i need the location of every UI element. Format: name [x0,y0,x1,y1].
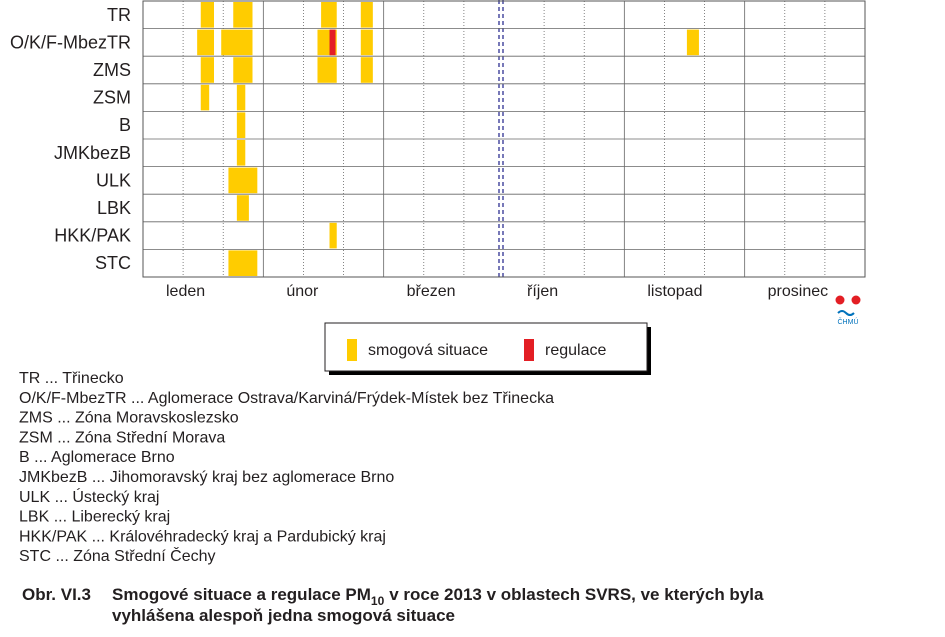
row-label: STC [95,253,131,273]
logo-wave [837,310,855,316]
legend-label: regulace [545,342,606,359]
episode-bar [200,84,210,111]
glossary-line: LBK ... Liberecký kraj [19,509,170,526]
glossary-line: O/K/F-MbezTR ... Aglomerace Ostrava/Karv… [19,390,554,407]
row-label: O/K/F-MbezTR [10,32,131,52]
episode-bar [360,29,373,56]
episode-bar [329,222,337,249]
month-label: listopad [647,283,702,300]
logo-text: ČHMÚ [838,317,859,326]
episode-bar [200,57,214,83]
row-label: JMKbezB [54,143,131,163]
row-label: TR [107,5,131,25]
caption-text: Smogové situace a regulace PM [112,585,371,604]
legend-swatch [524,339,534,361]
episode-bar [200,2,214,28]
episode-bar [233,57,253,83]
episode-bar [360,57,373,83]
month-label: prosinec [768,283,828,300]
episode-bar [228,250,258,276]
glossary-line: TR ... Třinecko [19,370,124,387]
glossary-line: JMKbezB ... Jihomoravský kraj bez aglome… [19,469,394,486]
episode-bar [317,57,337,83]
row-label: ZMS [93,60,131,80]
logo-dot [851,295,861,305]
caption-line2: vyhlášena alespoň jedna smogová situace [112,606,455,625]
episode-bar [236,195,249,221]
episode-bar [236,112,246,138]
glossary-line: B ... Aglomerace Brno [19,449,175,466]
episode-bar [221,29,253,56]
month-label: únor [286,283,319,300]
glossary-line: ULK ... Ústecký kraj [19,487,159,506]
episode-bar [329,29,336,56]
caption-number: Obr. VI.3 [22,585,91,604]
plot-frame [142,0,866,278]
row-label: B [119,115,131,135]
month-label: březen [407,283,456,300]
episode-bar [360,2,373,28]
row-label: ULK [96,170,131,190]
row-label: LBK [97,198,131,218]
glossary-line: STC ... Zóna Střední Čechy [19,546,216,565]
grid [142,0,866,278]
month-label: leden [166,283,205,300]
caption: Obr. VI.3 Smogové situace a regulace PM10… [22,585,764,608]
episode-bar [236,84,246,111]
legend-label: smogová situace [368,342,488,359]
bars [197,2,699,276]
episode-bar [228,167,258,194]
episode-bar [197,29,214,56]
month-label: říjen [527,283,558,300]
row-label: HKK/PAK [54,226,131,246]
glossary-line: HKK/PAK ... Královéhradecký kraj a Pardu… [19,528,386,545]
caption-text-end: v roce 2013 v oblastech SVRS, ve kterých… [389,585,764,604]
episode-bar [236,140,246,166]
logo-dot [835,295,845,305]
legend-box [324,322,648,372]
glossary-line: ZSM ... Zóna Střední Morava [19,429,225,446]
episode-bar [233,2,253,28]
glossary-line: ZMS ... Zóna Moravskoslezsko [19,410,239,427]
caption-subscript: 10 [371,594,385,608]
row-label: ZSM [93,88,131,108]
episode-bar [686,29,699,56]
episode-bar [321,2,337,28]
legend-swatch [347,339,357,361]
